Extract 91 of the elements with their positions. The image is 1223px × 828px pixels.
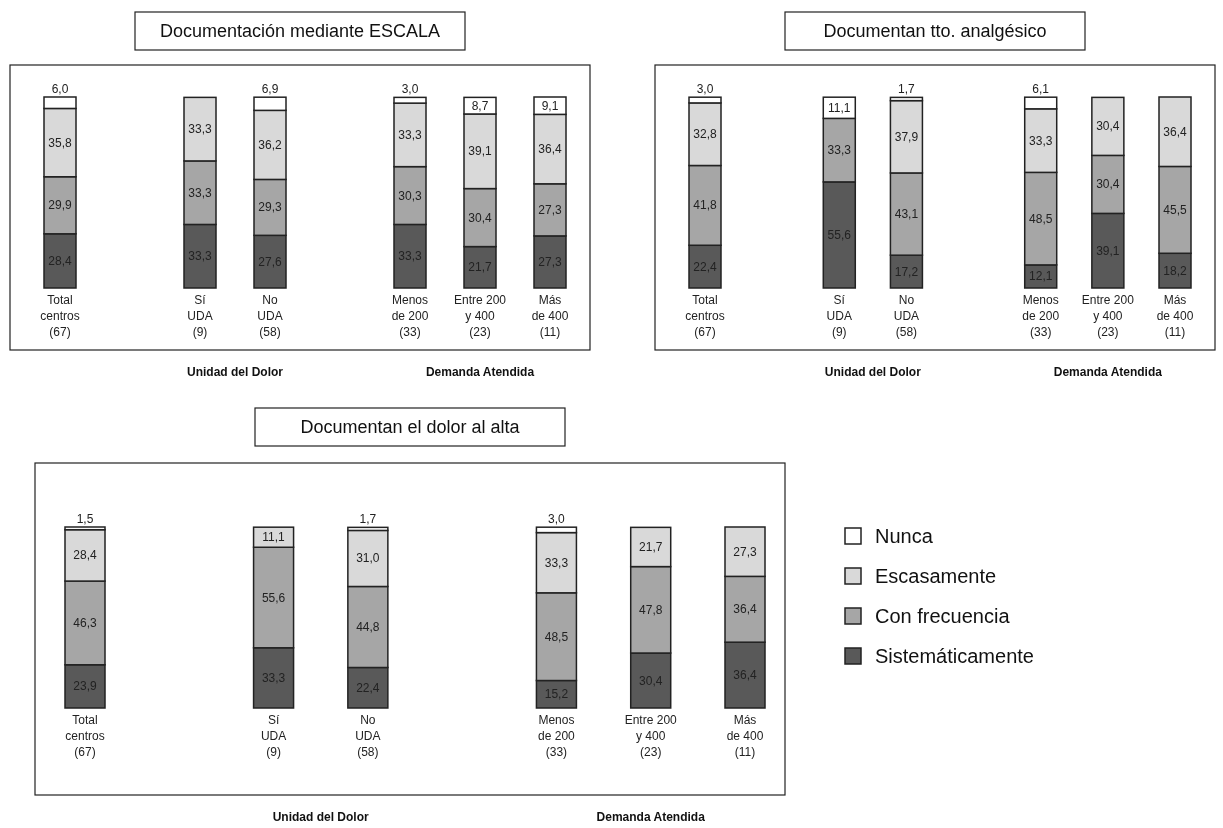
text: Demanda Atendida — [425, 365, 535, 379]
data-label: 33,3 — [188, 249, 212, 264]
x-tick-label: No UDA (58) — [257, 293, 283, 339]
data-label: 31,0 — [356, 551, 380, 566]
x-tick-label: Sí UDA (9) — [187, 293, 213, 339]
text: Unidad del Dolor — [272, 810, 370, 824]
data-label: 30,4 — [468, 210, 492, 225]
legend-label: Sistemáticamente — [875, 645, 1034, 667]
data-label: 21,7 — [639, 539, 663, 554]
legend-label: Escasamente — [875, 565, 997, 587]
legend-label: Con frecuencia — [875, 605, 1011, 627]
data-label: 30,4 — [639, 673, 663, 688]
data-label: 33,3 — [188, 122, 212, 137]
data-label: 33,3 — [1029, 133, 1053, 148]
data-label: 3,0 — [401, 82, 419, 97]
x-tick-label: Menos de 200 (33) — [391, 293, 429, 339]
data-label: 1,7 — [359, 512, 377, 527]
text: Demanda Atendida — [596, 810, 706, 824]
data-label: 11,1 — [828, 100, 851, 115]
data-label: 28,4 — [73, 548, 97, 563]
x-tick-label: Total centros (67) — [40, 293, 80, 339]
data-label: 37,9 — [894, 129, 919, 144]
data-label: 29,9 — [48, 198, 72, 213]
data-label: 1,5 — [76, 512, 94, 526]
chart-title: Documentan el dolor al alta — [300, 417, 521, 437]
data-label: 44,8 — [356, 619, 380, 634]
data-label: 21,7 — [468, 260, 492, 275]
x-tick-label: Total centros (67) — [65, 713, 105, 759]
x-tick-label: Entre 200 y 400 (23) — [453, 293, 507, 339]
data-label: 27,3 — [733, 544, 757, 559]
x-tick-label: No UDA (58) — [355, 713, 381, 759]
data-label: 18,2 — [1163, 263, 1187, 278]
data-label: 9,1 — [541, 98, 559, 113]
data-label: 36,4 — [733, 668, 757, 683]
data-label: 36,4 — [538, 142, 562, 157]
x-tick-label: Más de 400 (11) — [1156, 293, 1194, 339]
data-label: 30,4 — [1096, 119, 1120, 134]
legend-label: Nunca — [875, 525, 934, 547]
data-label: 22,4 — [693, 259, 717, 274]
data-label: 28,4 — [48, 253, 72, 268]
data-label: 36,4 — [733, 602, 757, 617]
data-label: 39,1 — [468, 144, 492, 159]
data-label: 46,3 — [73, 615, 97, 630]
data-label: 47,8 — [639, 602, 663, 617]
data-label: 30,4 — [1096, 177, 1120, 192]
x-tick-label: Menos de 200 (33) — [538, 713, 576, 759]
data-label: 33,3 — [261, 670, 286, 685]
data-label: 3,0 — [696, 82, 714, 97]
text: Demanda Atendida — [1053, 365, 1163, 379]
data-label: 1,7 — [898, 82, 916, 97]
data-label: 33,3 — [188, 185, 212, 200]
data-label: 36,4 — [1163, 124, 1187, 139]
data-label: 43,1 — [894, 207, 919, 222]
data-label: 33,3 — [544, 555, 569, 570]
text: Unidad del Dolor — [187, 365, 284, 379]
data-label: 36,2 — [258, 137, 282, 152]
x-tick-label: Menos de 200 (33) — [1022, 293, 1060, 339]
data-label: 55,6 — [261, 590, 286, 605]
data-label: 30,3 — [398, 188, 422, 203]
x-tick-label: Más de 400 (11) — [531, 293, 569, 339]
data-label: 41,8 — [693, 198, 717, 213]
chart-title: Documentación mediante ESCALA — [159, 21, 441, 41]
data-label: 27,3 — [538, 254, 562, 269]
chart-title: Documentan tto. analgésico — [823, 21, 1047, 41]
x-tick-label: Entre 200 y 400 (23) — [1081, 293, 1135, 339]
data-label: 3,0 — [548, 512, 566, 527]
data-label: 45,5 — [1163, 202, 1187, 217]
data-label: 48,5 — [1029, 211, 1053, 226]
data-label: 27,6 — [258, 254, 282, 269]
data-label: 11,1 — [262, 530, 286, 545]
data-label: 6,9 — [261, 82, 279, 97]
data-label: 32,8 — [693, 127, 717, 142]
data-label: 48,5 — [544, 629, 569, 644]
data-label: 35,8 — [48, 135, 72, 150]
x-tick-label: Entre 200 y 400 (23) — [624, 713, 678, 759]
data-label: 6,1 — [1032, 82, 1050, 97]
data-label: 33,3 — [398, 127, 422, 142]
data-label: 33,3 — [827, 143, 852, 158]
text: Unidad del Dolor — [824, 365, 922, 379]
data-label: 23,9 — [73, 679, 97, 694]
data-label: 27,3 — [538, 202, 562, 217]
x-tick-label: Sí UDA (9) — [826, 293, 852, 339]
x-tick-label: Sí UDA (9) — [260, 713, 287, 759]
x-tick-label: Total centros (67) — [685, 293, 725, 339]
data-label: 33,3 — [398, 249, 422, 264]
x-tick-label: No UDA (58) — [893, 293, 920, 339]
data-label: 8,7 — [471, 98, 489, 113]
data-label: 12,1 — [1029, 269, 1053, 284]
data-label: 29,3 — [258, 200, 282, 215]
data-label: 6,0 — [51, 82, 69, 96]
x-tick-label: Más de 400 (11) — [726, 713, 764, 759]
